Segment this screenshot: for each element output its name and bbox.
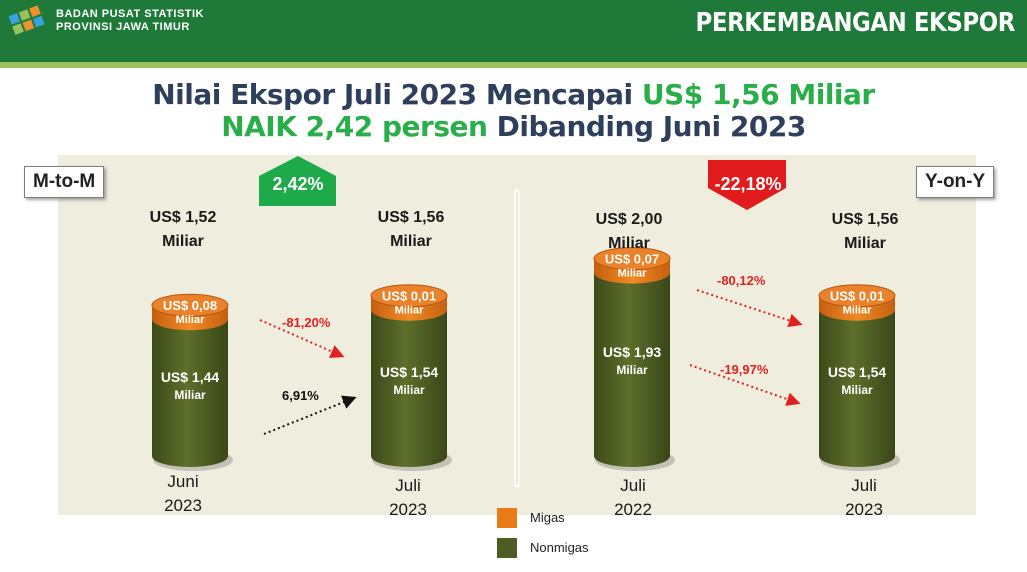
total-value: US$ 1,56	[377, 209, 445, 226]
yoy-label: Y-on-Y	[916, 166, 995, 198]
migas-bar-top	[818, 284, 896, 308]
headline-line-2: NAIK 2,42 persen Dibanding Juni 2023	[0, 110, 1027, 143]
headline-2-part-b: Dibanding Juni 2023	[487, 110, 807, 143]
x-label-year: 2023	[845, 500, 883, 519]
mtm-change-badge-text: 2,42%	[272, 174, 324, 194]
nonmigas-bar	[594, 272, 670, 467]
org-name-line-1: BADAN PUSAT STATISTIK	[56, 8, 204, 20]
total-unit: Miliar	[162, 233, 204, 250]
x-label-juli-2022: Juli 2022	[578, 474, 688, 522]
nonmigas-bar	[819, 309, 895, 467]
total-value: US$ 2,00	[595, 211, 663, 228]
header-stripe	[0, 62, 1027, 68]
x-label-juli-2023-mtm: Juli 2023	[353, 474, 463, 522]
total-label-juli-2023-mtm: US$ 1,56 Miliar	[346, 206, 476, 254]
x-label-month: Juli	[395, 476, 421, 495]
migas-value-label: US$ 0,01	[830, 289, 884, 304]
total-label-juli-2023-yoy: US$ 1,56 Miliar	[800, 208, 930, 256]
arrow-yoy-migas	[696, 289, 803, 328]
nonmigas-bar	[371, 309, 447, 467]
total-label-juli-2022: US$ 2,00 Miliar	[564, 208, 694, 256]
migas-unit-label: Miliar	[176, 314, 205, 326]
nonmigas-value-label: US$ 1,54	[828, 364, 887, 380]
nonmigas-value-label: US$ 1,44	[161, 369, 220, 385]
decrease-badge	[708, 160, 786, 210]
nonmigas-unit-label: Miliar	[174, 388, 206, 402]
migas-unit-label: Miliar	[395, 305, 424, 317]
nonmigas-bar	[152, 319, 228, 467]
x-label-year: 2023	[389, 500, 427, 519]
mtm-label: M-to-M	[24, 166, 105, 198]
x-label-year: 2022	[614, 500, 652, 519]
headline-1-part-a: Nilai Ekspor Juli 2023 Mencapai	[152, 78, 642, 111]
legend-nonmigas-swatch	[497, 538, 517, 558]
total-unit: Miliar	[608, 235, 650, 252]
nonmigas-unit-label: Miliar	[841, 383, 873, 397]
legend-migas-swatch	[497, 508, 517, 528]
nonmigas-unit-label: Miliar	[393, 383, 425, 397]
pct-mtm-migas: -81,20%	[282, 315, 331, 330]
arrow-mtm-nonmigas	[263, 395, 357, 435]
migas-bar-top	[370, 284, 448, 308]
migas-unit-label: Miliar	[843, 305, 872, 317]
org-name-line-2: PROVINSI JAWA TIMUR	[56, 21, 190, 33]
total-unit: Miliar	[844, 235, 886, 252]
headline-line-1: Nilai Ekspor Juli 2023 Mencapai US$ 1,56…	[0, 78, 1027, 111]
total-label-juni-2023: US$ 1,52 Miliar	[118, 206, 248, 254]
total-value: US$ 1,52	[149, 209, 217, 226]
migas-value-label: US$ 0,01	[382, 289, 436, 304]
migas-unit-label: Miliar	[618, 268, 647, 280]
x-label-juni-2023: Juni 2023	[128, 470, 238, 518]
migas-value-label: US$ 0,08	[163, 298, 217, 313]
migas-bar-top	[151, 293, 229, 317]
nonmigas-value-label: US$ 1,93	[603, 344, 662, 360]
nonmigas-value-label: US$ 1,54	[380, 364, 439, 380]
yoy-change-badge-text: -22,18%	[714, 174, 782, 194]
pct-yoy-nonmigas: -19,97%	[720, 362, 769, 377]
increase-badge	[259, 156, 336, 206]
arrow-yoy-nonmigas	[689, 364, 801, 406]
x-label-juli-2023-yoy: Juli 2023	[809, 474, 919, 522]
legend-nonmigas-label: Nonmigas	[530, 540, 589, 555]
pct-yoy-migas: -80,12%	[717, 273, 766, 288]
total-value: US$ 1,56	[831, 211, 899, 228]
migas-value-label: US$ 0,07	[605, 252, 659, 267]
migas-bar-top	[593, 247, 671, 271]
x-label-month: Juni	[167, 472, 199, 491]
x-label-month: Juli	[851, 476, 877, 495]
total-unit: Miliar	[390, 233, 432, 250]
legend-migas-label: Migas	[530, 510, 565, 525]
pct-mtm-nonmigas: 6,91%	[282, 388, 319, 403]
nonmigas-unit-label: Miliar	[616, 363, 648, 377]
headline-1-part-b: US$ 1,56 Miliar	[641, 78, 875, 111]
headline-2-part-a: NAIK 2,42 persen	[221, 110, 488, 143]
x-label-year: 2023	[164, 496, 202, 515]
section-title: PERKEMBANGAN EKSPOR	[695, 8, 1016, 38]
header-bar	[0, 0, 1027, 62]
x-label-month: Juli	[620, 476, 646, 495]
bps-logo-icon	[8, 5, 45, 35]
